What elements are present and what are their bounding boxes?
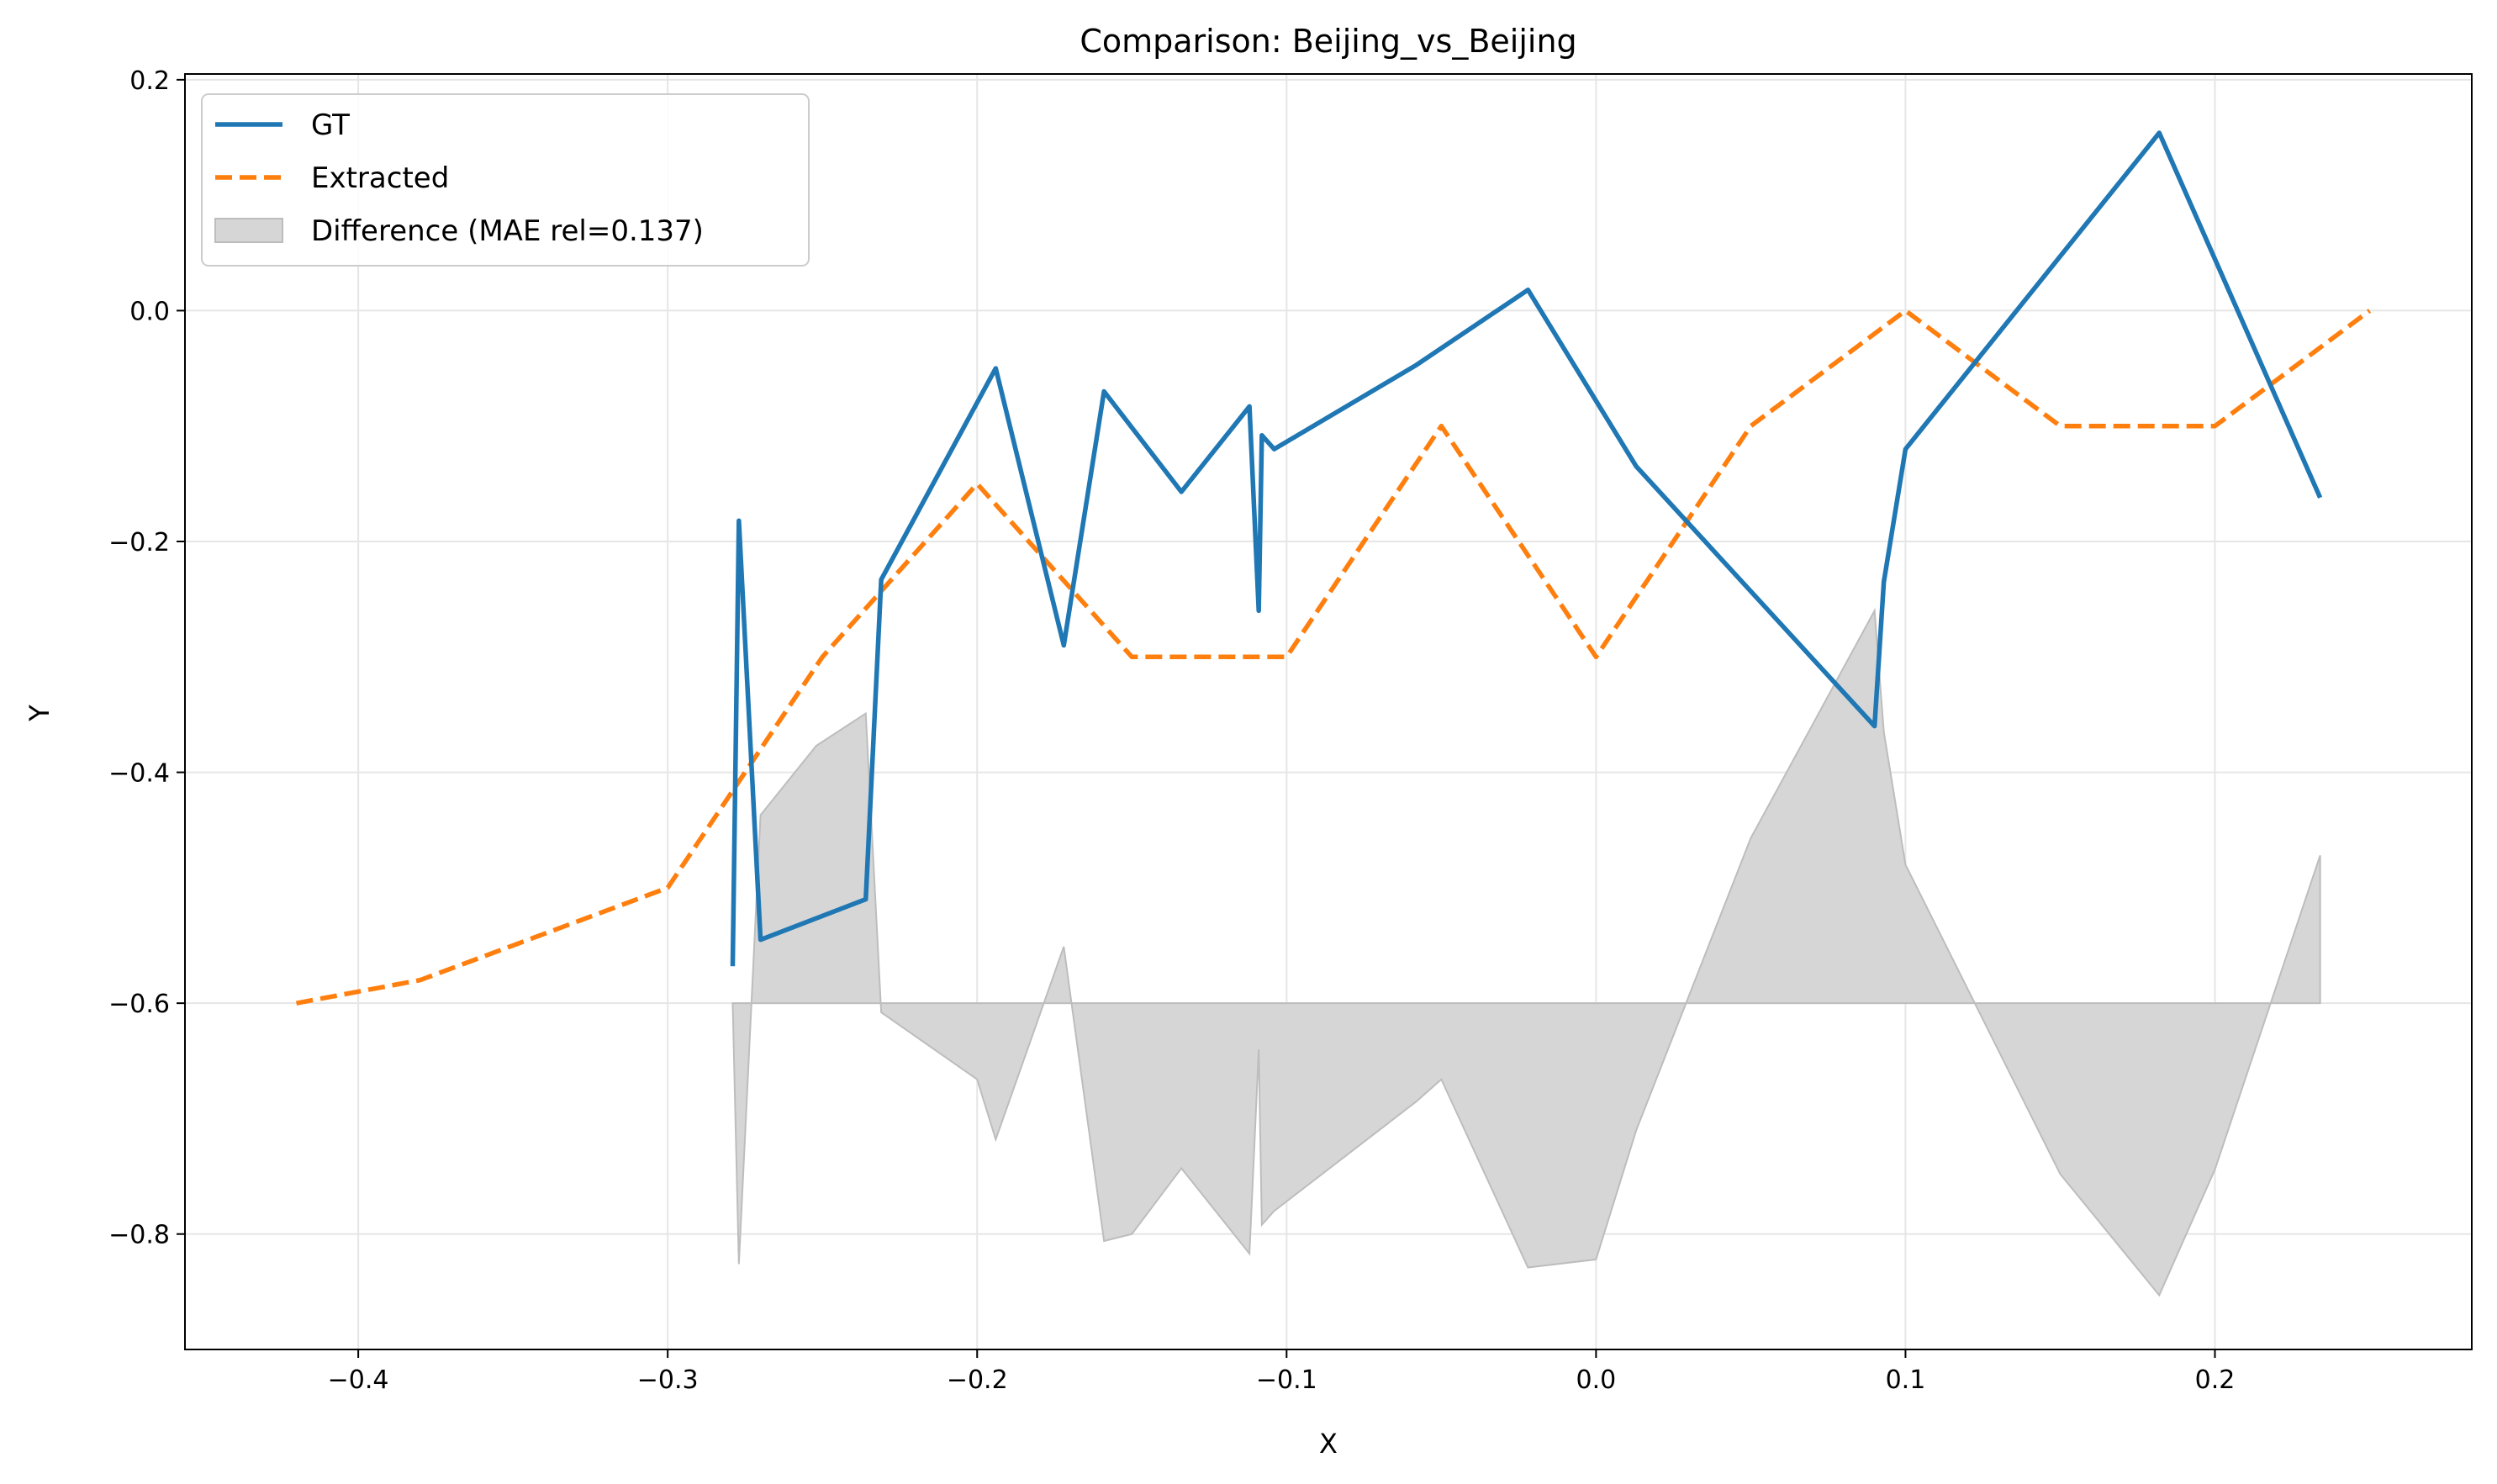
y-tick-label: 0.2 bbox=[129, 66, 170, 96]
x-tick-label: −0.1 bbox=[1256, 1365, 1317, 1395]
difference-area bbox=[731, 607, 2321, 1297]
y-tick-label: −0.4 bbox=[108, 759, 170, 789]
x-tick-label: −0.3 bbox=[637, 1365, 699, 1395]
legend-item-gt-label: GT bbox=[311, 108, 350, 142]
y-axis-label: Y bbox=[24, 705, 55, 722]
series-layer bbox=[295, 130, 2372, 1006]
x-axis-label: X bbox=[1319, 1428, 1338, 1460]
x-tick-label: 0.2 bbox=[2195, 1365, 2236, 1395]
legend-item-difference-swatch bbox=[214, 218, 283, 243]
legend-box bbox=[201, 93, 810, 267]
y-tick-label: 0.0 bbox=[129, 297, 170, 326]
x-tick-label: −0.2 bbox=[947, 1365, 1008, 1395]
difference-area-layer bbox=[731, 607, 2321, 1297]
plot-frame bbox=[184, 73, 2473, 1350]
x-tick-label: −0.4 bbox=[328, 1365, 389, 1395]
x-tick-label: 0.1 bbox=[1886, 1365, 1926, 1395]
y-tick-label: −0.6 bbox=[108, 990, 170, 1019]
legend-item-extracted-label: Extracted bbox=[311, 161, 449, 195]
y-tick-label: −0.2 bbox=[108, 528, 170, 557]
series-line-extracted bbox=[295, 308, 2372, 1006]
axis-ticks: −0.4 −0.3 −0.2 −0.1 0.0 0.1 0.2 −0.8 −0.6 −0.4 −0.… bbox=[108, 66, 2235, 1395]
chart-title: Comparison: Beijing_vs_Beijing bbox=[1080, 23, 1576, 60]
legend-item-difference-label: Difference (MAE rel=0.137) bbox=[311, 214, 704, 248]
grid bbox=[185, 74, 2472, 1349]
series-line-gt bbox=[730, 130, 2323, 967]
y-tick-label: −0.8 bbox=[108, 1221, 170, 1250]
x-tick-label: 0.0 bbox=[1576, 1365, 1617, 1395]
legend: GT Extracted Difference (MAE rel=0.137) bbox=[201, 93, 810, 267]
